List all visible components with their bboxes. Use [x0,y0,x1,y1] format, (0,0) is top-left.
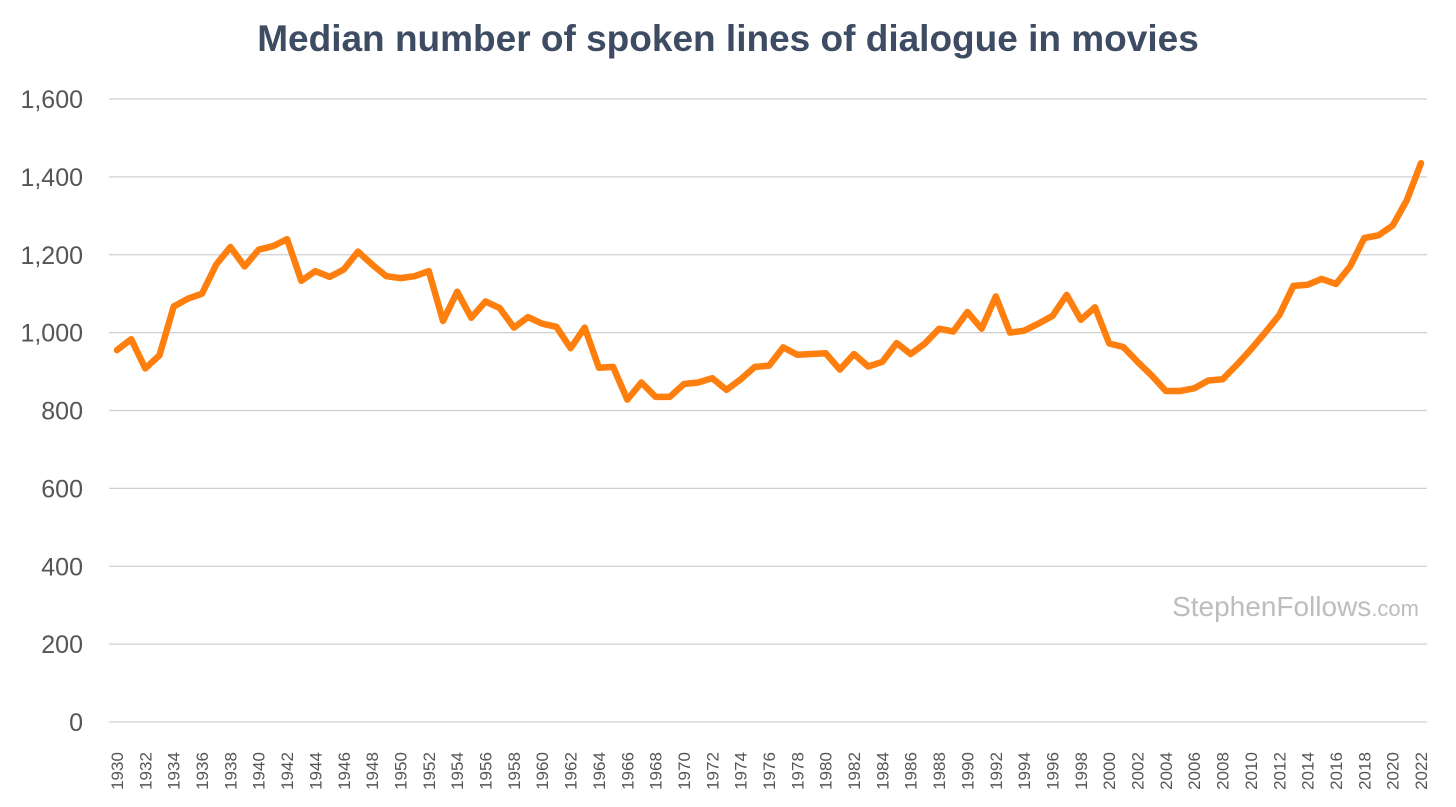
x-tick-label: 1968 [647,752,666,790]
x-tick-label: 1998 [1072,752,1091,790]
x-tick-label: 1932 [136,752,155,790]
x-tick-label: 1930 [108,752,127,790]
x-tick-label: 1936 [193,752,212,790]
x-tick-label: 1962 [562,752,581,790]
x-tick-label: 2020 [1384,752,1403,790]
x-tick-label: 1986 [902,752,921,790]
grid-layer [109,98,1427,723]
x-tick-label: 1994 [1015,752,1034,790]
x-tick-label: 1954 [448,752,467,790]
y-tick-label: 400 [41,553,83,581]
x-tick-label: 2010 [1242,752,1261,790]
x-tick-label: 1952 [420,752,439,790]
y-tick-label: 200 [41,631,83,659]
x-tick-label: 1992 [987,752,1006,790]
series-layer [113,159,1425,403]
watermark: StephenFollows.com [1172,591,1419,622]
series-line-0 [113,159,1425,403]
x-tick-label: 2022 [1412,752,1431,790]
x-tick-label: 2006 [1185,752,1204,790]
watermark-main-text: StephenFollows [1172,591,1371,622]
x-tick-label: 2012 [1270,752,1289,790]
x-tick-label: 1964 [590,752,609,790]
y-axis-tick-labels: 0 200 400 600 800 1,000 1,200 1,400 1,600 [20,86,83,737]
x-tick-label: 1976 [760,752,779,790]
y-tick-label: 800 [41,398,83,426]
x-tick-label: 1972 [703,752,722,790]
x-tick-label: 1946 [335,752,354,790]
x-tick-label: 1988 [930,752,949,790]
x-axis-tick-labels: 1930 1932 1934 1936 1938 1940 1942 1944 1946 1948… [108,752,1431,790]
x-tick-label: 2008 [1214,752,1233,790]
x-tick-label: 1982 [845,752,864,790]
x-tick-label: 1990 [958,752,977,790]
x-tick-label: 2002 [1129,752,1148,790]
watermark-suffix-text: .com [1371,596,1419,621]
x-tick-label: 1984 [873,752,892,790]
x-tick-label: 1996 [1043,752,1062,790]
x-tick-label: 1934 [165,752,184,790]
x-tick-label: 1980 [817,752,836,790]
x-tick-label: 1956 [477,752,496,790]
x-tick-label: 1960 [533,752,552,790]
x-tick-label: 1950 [391,752,410,790]
x-tick-label: 1944 [306,752,325,790]
y-tick-label: 1,000 [20,320,83,348]
x-tick-label: 2018 [1355,752,1374,790]
y-tick-label: 600 [41,475,83,503]
x-tick-label: 1966 [618,752,637,790]
x-tick-label: 1974 [732,752,751,790]
x-tick-label: 1942 [278,752,297,790]
x-tick-label: 2004 [1157,752,1176,790]
x-tick-label: 1938 [221,752,240,790]
chart-title: Median number of spoken lines of dialogu… [257,18,1199,59]
x-tick-label: 1970 [675,752,694,790]
x-tick-label: 2000 [1100,752,1119,790]
x-tick-label: 1948 [363,752,382,790]
y-tick-label: 1,200 [20,242,83,270]
x-tick-label: 1978 [788,752,807,790]
y-tick-label: 1,600 [20,86,83,114]
x-tick-label: 1958 [505,752,524,790]
x-tick-label: 1940 [250,752,269,790]
y-tick-label: 1,400 [20,164,83,192]
x-tick-label: 2014 [1299,752,1318,790]
x-tick-label: 2016 [1327,752,1346,790]
y-tick-label: 0 [69,709,83,737]
